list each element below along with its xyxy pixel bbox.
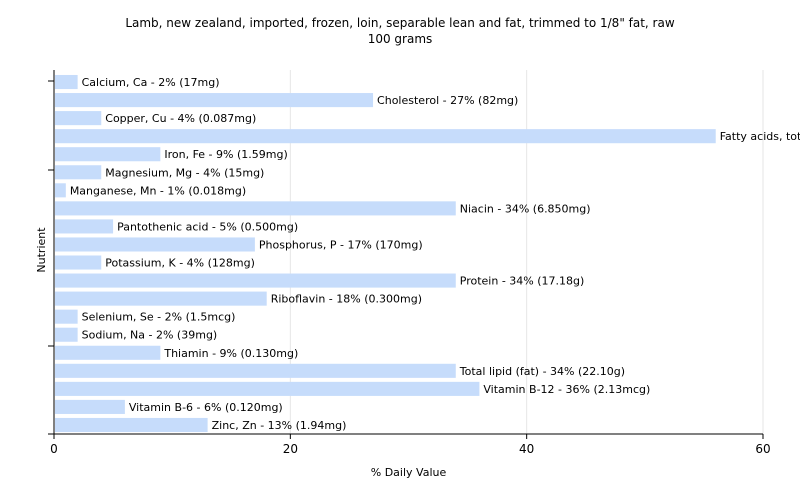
bar-label-10: Potassium, K - 4% (128mg) bbox=[105, 257, 255, 270]
bar-label-7: Niacin - 34% (6.850mg) bbox=[460, 202, 591, 215]
bar-7 bbox=[55, 201, 456, 216]
bar-6 bbox=[55, 183, 66, 198]
x-tick-label-0: 0 bbox=[50, 442, 58, 456]
bar-3 bbox=[55, 129, 716, 144]
bar-label-12: Riboflavin - 18% (0.300mg) bbox=[271, 293, 422, 306]
bar-0 bbox=[55, 74, 78, 90]
bar-label-18: Vitamin B-6 - 6% (0.120mg) bbox=[129, 401, 283, 414]
chart-title: Lamb, new zealand, imported, frozen, loi… bbox=[125, 16, 675, 30]
bar-label-8: Pantothenic acid - 5% (0.500mg) bbox=[117, 220, 298, 233]
y-axis-label: Nutrient bbox=[35, 227, 48, 273]
x-axis-label: % Daily Value bbox=[371, 466, 447, 479]
bar-label-9: Phosphorus, P - 17% (170mg) bbox=[259, 238, 423, 251]
bar-label-17: Vitamin B-12 - 36% (2.13mcg) bbox=[483, 383, 650, 396]
bar-1 bbox=[55, 93, 374, 108]
bar-10 bbox=[55, 255, 102, 270]
x-tick-label-3: 60 bbox=[755, 442, 770, 456]
bar-label-2: Copper, Cu - 4% (0.087mg) bbox=[105, 112, 256, 125]
bar-15 bbox=[55, 345, 161, 360]
bar-label-13: Selenium, Se - 2% (1.5mcg) bbox=[82, 311, 236, 324]
bar-label-3: Fatty acids, total saturated - 56% (11.2… bbox=[720, 130, 800, 143]
bar-2 bbox=[55, 111, 102, 126]
bar-label-6: Manganese, Mn - 1% (0.018mg) bbox=[70, 184, 246, 197]
bar-9 bbox=[55, 237, 255, 252]
bar-label-5: Magnesium, Mg - 4% (15mg) bbox=[105, 166, 264, 179]
bar-16 bbox=[55, 363, 456, 378]
bar-label-16: Total lipid (fat) - 34% (22.10g) bbox=[459, 365, 625, 378]
bar-14 bbox=[55, 327, 78, 342]
bar-4 bbox=[55, 147, 161, 162]
bar-label-1: Cholesterol - 27% (82mg) bbox=[377, 94, 518, 107]
bar-8 bbox=[55, 219, 114, 234]
bar-11 bbox=[55, 273, 456, 288]
bar-label-11: Protein - 34% (17.18g) bbox=[460, 275, 585, 288]
bar-17 bbox=[55, 381, 480, 396]
bar-label-19: Zinc, Zn - 13% (1.94mg) bbox=[212, 419, 347, 432]
bar-label-0: Calcium, Ca - 2% (17mg) bbox=[82, 76, 220, 89]
bar-label-14: Sodium, Na - 2% (39mg) bbox=[82, 329, 218, 342]
bar-12 bbox=[55, 291, 267, 306]
bar-19 bbox=[55, 417, 208, 433]
bar-13 bbox=[55, 309, 78, 324]
x-tick-label-2: 40 bbox=[519, 442, 534, 456]
bar-5 bbox=[55, 165, 102, 180]
chart-subtitle: 100 grams bbox=[367, 32, 433, 46]
bar-label-4: Iron, Fe - 9% (1.59mg) bbox=[164, 148, 287, 161]
bar-18 bbox=[55, 399, 125, 414]
bar-label-15: Thiamin - 9% (0.130mg) bbox=[163, 347, 298, 360]
x-tick-label-1: 20 bbox=[283, 442, 298, 456]
